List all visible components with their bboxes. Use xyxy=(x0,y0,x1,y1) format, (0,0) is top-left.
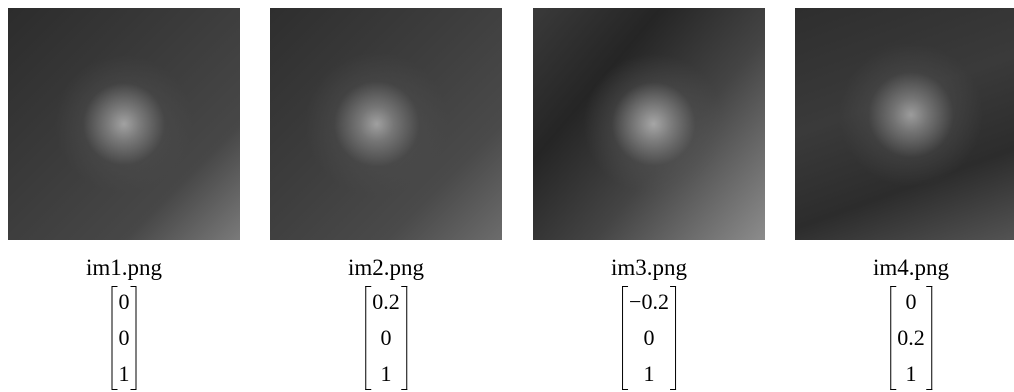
vector-entry: 0 xyxy=(372,320,400,356)
left-bracket xyxy=(365,286,371,390)
image xyxy=(270,8,502,240)
vector-entry: −0.2 xyxy=(629,284,669,320)
right-bracket xyxy=(670,286,676,390)
figure: im1.png001im2.png0.201im3.png−0.201im4.p… xyxy=(0,0,1014,392)
right-bracket xyxy=(401,286,407,390)
vector-entry: 0 xyxy=(897,284,925,320)
image xyxy=(533,8,765,240)
vector-entry: 0.2 xyxy=(897,320,925,356)
right-bracket xyxy=(131,286,137,390)
vector-entry: 0 xyxy=(119,284,130,320)
caption: im4.png xyxy=(795,254,1014,282)
left-bracket xyxy=(890,286,896,390)
vector-entry: 0 xyxy=(629,320,669,356)
vector-entry: 1 xyxy=(629,356,669,392)
caption: im3.png xyxy=(533,254,765,282)
caption: im1.png xyxy=(8,254,240,282)
vector-entry: 1 xyxy=(372,356,400,392)
right-bracket xyxy=(926,286,932,390)
left-bracket xyxy=(622,286,628,390)
vector-entry: 1 xyxy=(119,356,130,392)
left-bracket xyxy=(112,286,118,390)
caption: im2.png xyxy=(270,254,502,282)
vector-entry: 1 xyxy=(897,356,925,392)
vector-entry: 0 xyxy=(119,320,130,356)
image xyxy=(795,8,1014,240)
image xyxy=(8,8,240,240)
vector-entry: 0.2 xyxy=(372,284,400,320)
